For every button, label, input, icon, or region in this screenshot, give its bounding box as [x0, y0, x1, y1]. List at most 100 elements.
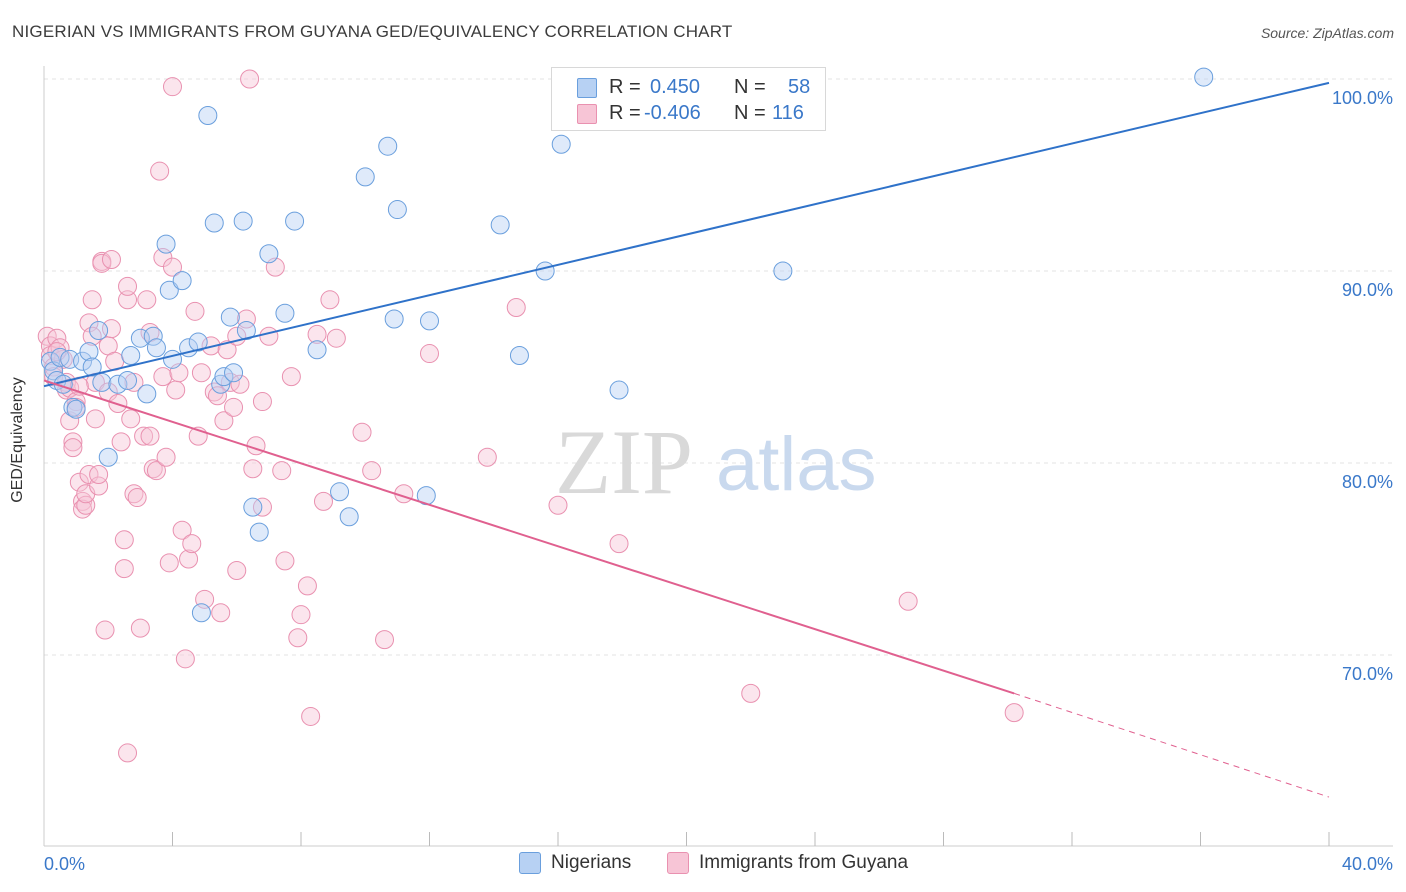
guyana-point [297, 576, 317, 596]
guyana-point [320, 290, 340, 310]
guyana-point [243, 459, 263, 479]
watermark-atlas: atlas [716, 422, 877, 507]
nigerian-point [551, 134, 571, 154]
guyana-point [741, 683, 761, 703]
nigerian-point [191, 603, 211, 623]
guyana-point [313, 491, 333, 511]
nigerian-point [137, 384, 157, 404]
guyana-point [252, 497, 272, 517]
guyana-point [204, 382, 224, 402]
guyana-point [140, 426, 160, 446]
guyana-point [159, 553, 179, 573]
nigerian-point [214, 367, 234, 387]
legend-n-label: N = [734, 102, 766, 124]
nigerian-point [92, 372, 112, 392]
nigerian-point [63, 397, 83, 417]
nigerian-point [285, 211, 305, 231]
nigerian-point [387, 200, 407, 220]
guyana-point [272, 461, 292, 481]
nigerian-point [73, 351, 93, 371]
nigerian-point [509, 345, 529, 365]
guyana-point [275, 551, 295, 571]
guyana-point [217, 340, 237, 360]
guyana-point [156, 447, 176, 467]
legend-n-label: N = [734, 76, 766, 98]
guyana-point [124, 484, 144, 504]
guyana-point [118, 743, 138, 763]
guyana-point [281, 367, 301, 387]
guyana-point [76, 495, 96, 515]
series-nigerians-points [40, 67, 1214, 623]
guyana-point [362, 461, 382, 481]
nigerian-point [89, 321, 109, 341]
nigerian-point [1194, 67, 1214, 87]
guyana-point [185, 301, 205, 321]
guyana-point [118, 276, 138, 296]
guyana-point [118, 290, 138, 310]
guyana-point [127, 488, 147, 508]
guyana-point [548, 495, 568, 515]
guyana-point [89, 476, 109, 496]
guyana-point [259, 326, 279, 346]
guyana-point [227, 561, 247, 581]
guyana-point [477, 447, 497, 467]
nigerian-point [172, 271, 192, 291]
guyana-point [121, 409, 141, 429]
nigerian-point [378, 136, 398, 156]
tick-labels: 100.0% 90.0% 80.0% 70.0% 0.0% 40.0% [44, 88, 1393, 874]
nigerian-point [307, 340, 327, 360]
watermark: ZIP atlas [555, 411, 877, 513]
nigerian-point [224, 363, 244, 383]
guyana-point [191, 363, 211, 383]
nigerian-point [275, 303, 295, 323]
nigerian-point [50, 347, 70, 367]
guyana-point [63, 432, 83, 452]
bottom-legend-swatch-guyana [667, 852, 689, 874]
bottom-legend-label-nigerians: Nigerians [551, 852, 632, 873]
legend-row-guyana: R = -0.406 N = 116 [552, 102, 825, 128]
guyana-point [1004, 703, 1024, 723]
guyana-point [63, 438, 83, 458]
guyana-point [89, 465, 109, 485]
nigerian-point [188, 332, 208, 352]
x-tick-label: 0.0% [44, 854, 85, 874]
nigerian-point [143, 326, 163, 346]
guyana-point [95, 620, 115, 640]
guyana-point [230, 374, 250, 394]
guyana-point [66, 392, 86, 412]
guyana-point [111, 432, 131, 452]
guyana-point [73, 499, 93, 519]
nigerian-point [233, 211, 253, 231]
x-tick-label: 40.0% [1342, 854, 1393, 874]
guyana-point [240, 69, 260, 89]
guyana-point [211, 603, 231, 623]
guyana-point [506, 297, 526, 317]
guyana-point [375, 630, 395, 650]
guyana-point [124, 372, 144, 392]
nigerian-point [211, 374, 231, 394]
guyana-point [146, 461, 166, 481]
guyana-point [307, 324, 327, 344]
guyana-point [214, 411, 234, 431]
chart-source: Source: ZipAtlas.com [1260, 25, 1394, 41]
legend-row-nigerians: R = 0.450 N = 58 [552, 76, 825, 102]
nigerian-point [339, 507, 359, 527]
axes [43, 66, 1393, 847]
guyana-point [326, 328, 346, 348]
guyana-point [207, 386, 227, 406]
stats-legend: R = 0.450 N = 58 R = -0.406 N = 116 [551, 67, 826, 131]
y-tick-label: 70.0% [1342, 664, 1393, 684]
nigerian-point [259, 244, 279, 264]
chart-title: NIGERIAN VS IMMIGRANTS FROM GUYANA GED/E… [12, 22, 733, 41]
guyana-point [153, 367, 173, 387]
nigerian-point [98, 447, 118, 467]
guyana-point [224, 397, 244, 417]
legend-n-value: 116 [772, 102, 804, 124]
nigerian-point [82, 357, 102, 377]
nigerian-point [243, 497, 263, 517]
nigerian-point [66, 399, 86, 419]
grid-lines [44, 78, 1393, 656]
nigerian-point [121, 345, 141, 365]
trend-line-guyana [43, 379, 1015, 695]
